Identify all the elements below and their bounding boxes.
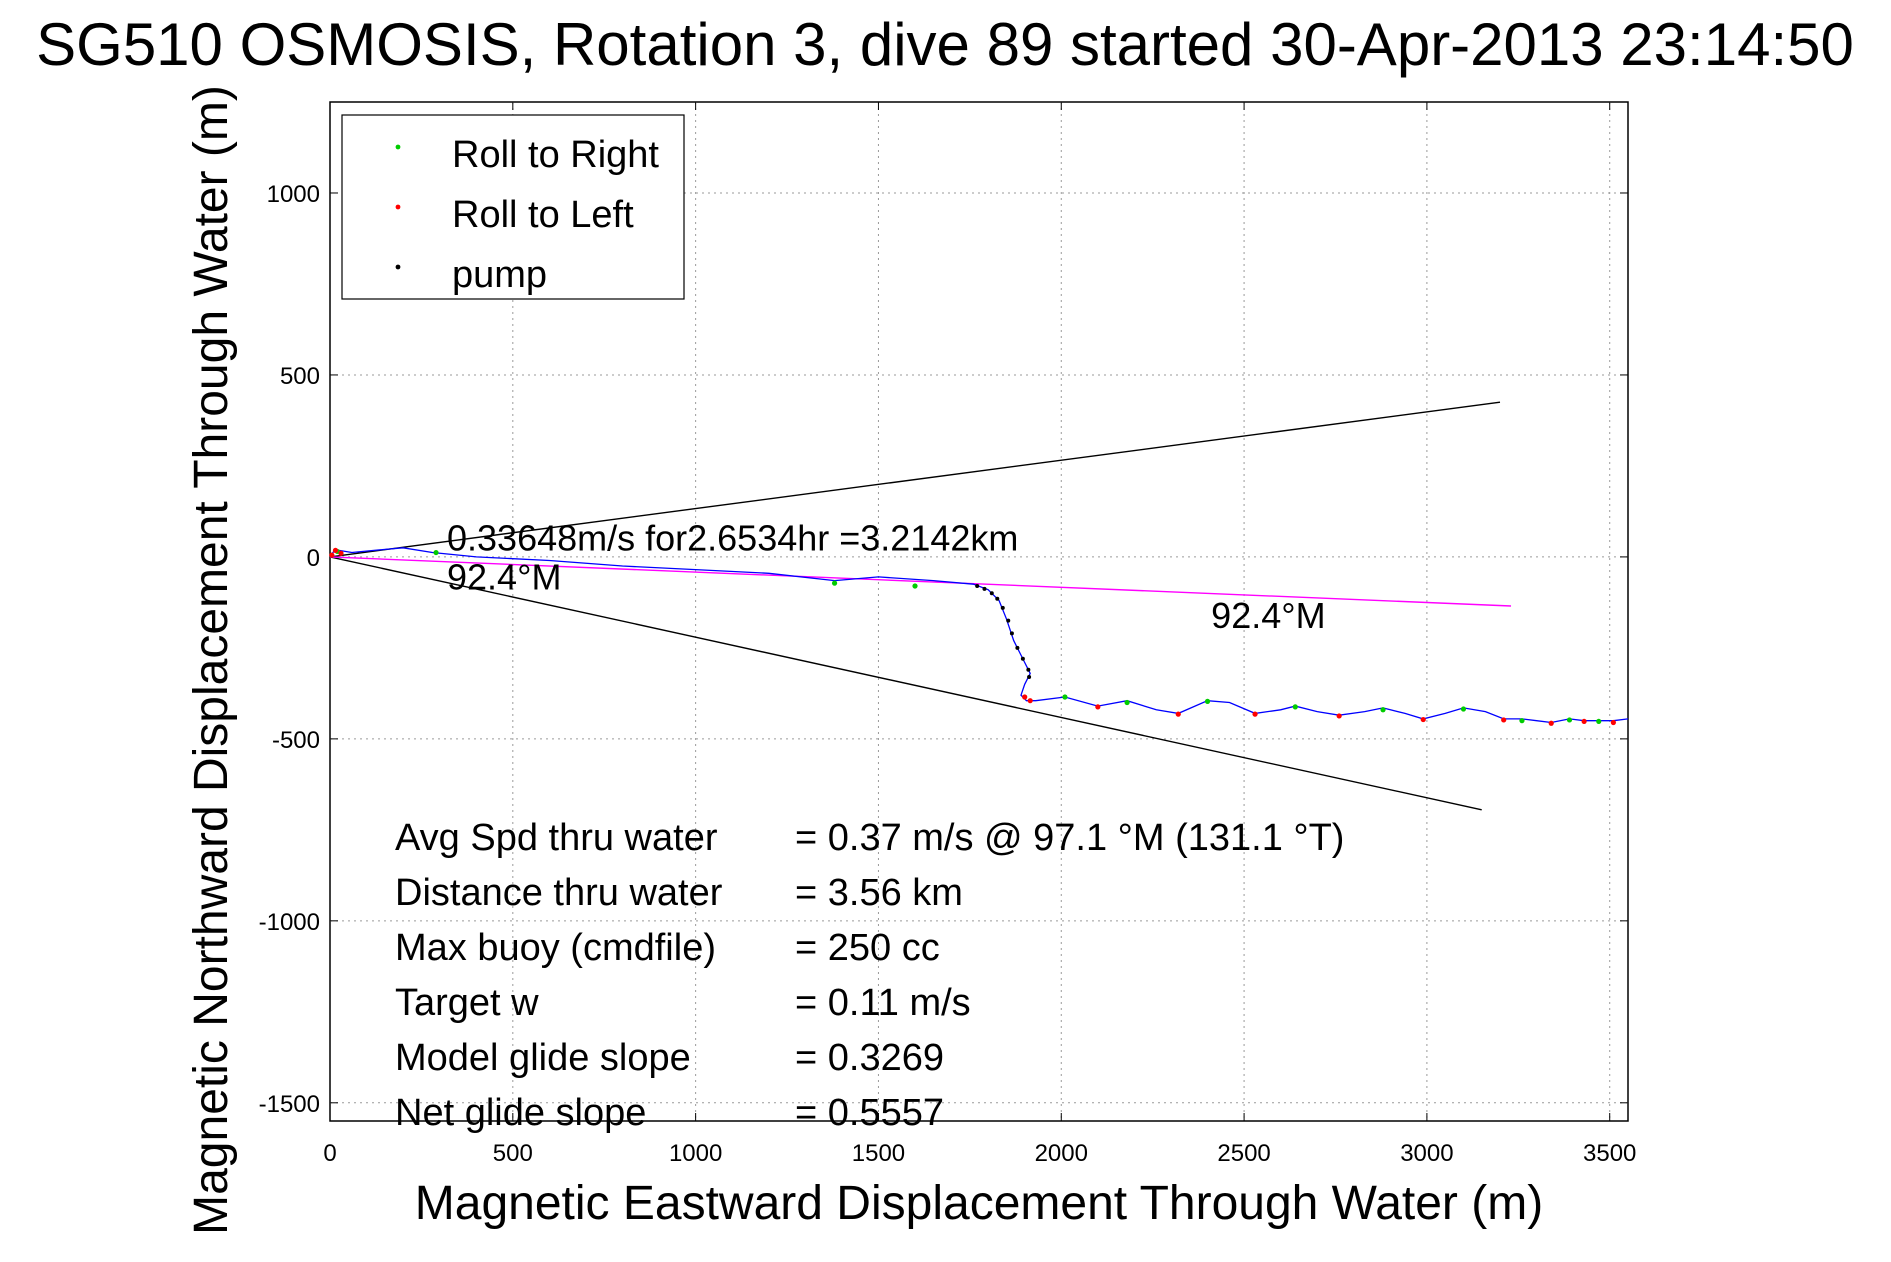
x-axis-label: Magnetic Eastward Displacement Through W… (415, 1177, 1543, 1230)
x-tick-label: 1500 (852, 1140, 905, 1167)
roll-right-point (831, 580, 838, 586)
track-line (329, 547, 1629, 724)
legend-label: Roll to Right (452, 134, 659, 176)
pump-point (975, 584, 980, 589)
x-tick-label: 3500 (1583, 1140, 1636, 1167)
pump-point (1009, 631, 1014, 636)
legend-label: pump (452, 254, 547, 296)
stat-value: = 0.37 m/s @ 97.1 °M (131.1 °T) (795, 817, 1344, 859)
lower-bound-line (329, 556, 1482, 811)
stat-label: Target w (395, 982, 539, 1024)
stat-label: Net glide slope (395, 1092, 646, 1134)
reference-lines (329, 401, 1512, 811)
roll-left-point (1027, 698, 1033, 704)
stat-label: Avg Spd thru water (395, 817, 718, 859)
y-axis: -1500 -1000 -500 0 500 1000 (259, 181, 1628, 1118)
pump-point (995, 596, 1000, 601)
roll-right-point (912, 583, 918, 589)
roll-right-point (1124, 699, 1130, 706)
y-tick-label: 500 (280, 363, 320, 390)
roll-right-point (1292, 704, 1298, 710)
roll-right-point (1519, 718, 1525, 724)
roll-left-point (332, 547, 339, 553)
pump-point (989, 591, 994, 596)
stat-label: Distance thru water (395, 872, 723, 914)
stat-value: = 3.56 km (795, 872, 963, 914)
roll-left-point (1022, 694, 1028, 700)
track (329, 547, 1629, 724)
roll-left-point (1420, 716, 1426, 723)
y-axis-label: Magnetic Northward Displacement Through … (185, 85, 238, 1235)
roll-right-point (1566, 717, 1573, 723)
roll-left-point (329, 552, 335, 558)
roll-right-point (1380, 707, 1386, 713)
stat-value: = 250 cc (795, 927, 940, 969)
roll-left-point (1336, 713, 1342, 719)
roll-left-point (1175, 711, 1181, 717)
y-tick-label: -1000 (259, 909, 320, 936)
roll-left-point (1548, 720, 1554, 726)
legend-marker (395, 204, 401, 210)
x-tick-label: 0 (323, 1140, 336, 1167)
roll-right-point (1596, 718, 1602, 725)
roll-left-point (1610, 719, 1616, 726)
markers (329, 547, 1616, 726)
stat-label: Max buoy (cmdfile) (395, 927, 716, 969)
stat-value: = 0.3269 (795, 1037, 944, 1079)
roll-right-point (1204, 698, 1211, 704)
annotation-text: 0.33648m/s for2.6534hr =3.2142km (447, 517, 1018, 558)
y-tick-label: 0 (307, 545, 320, 572)
roll-right-point (433, 549, 439, 556)
heading-line (329, 556, 1512, 607)
annotation-text: 92.4°M (1211, 595, 1325, 636)
pump-point (1026, 667, 1031, 672)
x-tick-label: 1000 (669, 1140, 722, 1167)
stat-value: = 0.5557 (795, 1092, 944, 1134)
pump-point (982, 586, 987, 591)
pump-point (1006, 618, 1011, 623)
legend-label: Roll to Left (452, 194, 634, 236)
pump-point (1015, 645, 1020, 650)
annotation-text: 92.4°M (447, 557, 561, 598)
y-tick-label: -1500 (259, 1091, 320, 1118)
x-axis: 0 500 1000 1500 2000 2500 3000 3500 (323, 102, 1636, 1167)
legend-marker (395, 264, 401, 270)
x-tick-label: 2500 (1217, 1140, 1270, 1167)
pump-point (1000, 605, 1005, 610)
pump-point (1027, 675, 1032, 680)
roll-left-point (1252, 711, 1258, 717)
x-tick-label: 500 (493, 1140, 533, 1167)
annotations: 0.33648m/s for2.6534hr =3.2142km92.4°M92… (447, 517, 1326, 636)
x-tick-label: 2000 (1035, 1140, 1088, 1167)
roll-left-point (1581, 718, 1587, 725)
legend: Roll to Right Roll to Left pump (341, 114, 685, 300)
roll-left-point (1095, 704, 1101, 710)
stats-block: Avg Spd thru water = 0.37 m/s @ 97.1 °M (… (395, 817, 1344, 1134)
stat-label: Model glide slope (395, 1037, 691, 1079)
stat-value: = 0.11 m/s (795, 982, 971, 1024)
roll-left-point (1501, 717, 1507, 723)
roll-left-point (338, 550, 344, 556)
legend-marker (395, 144, 401, 150)
y-tick-label: -500 (272, 727, 320, 754)
roll-right-point (1062, 694, 1068, 700)
y-tick-label: 1000 (267, 181, 320, 208)
upper-bound-line (329, 401, 1501, 558)
x-tick-label: 3000 (1400, 1140, 1453, 1167)
pump-point (1020, 656, 1025, 661)
chart-title: SG510 OSMOSIS, Rotation 3, dive 89 start… (36, 11, 1854, 78)
roll-right-point (1460, 706, 1467, 712)
